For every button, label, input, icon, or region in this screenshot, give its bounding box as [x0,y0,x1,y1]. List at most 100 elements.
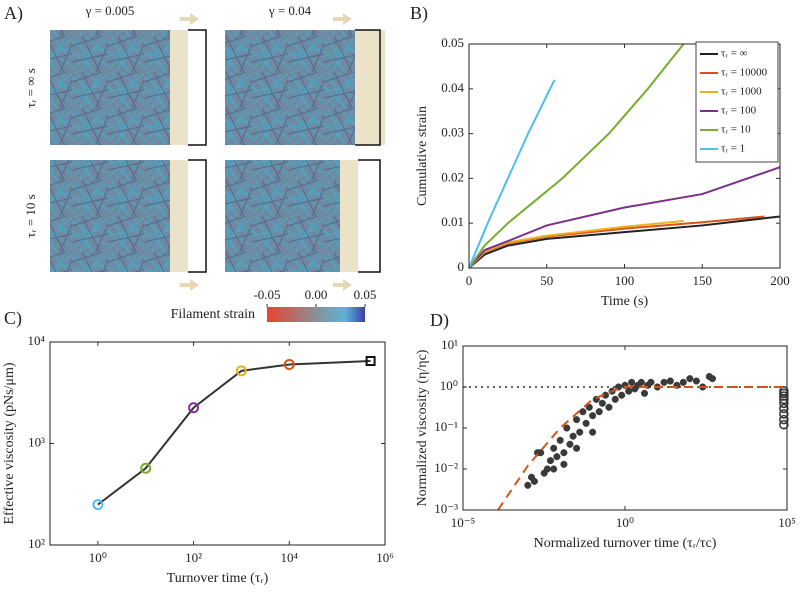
point [579,408,587,416]
point [569,432,577,440]
x-tick-label: 200 [770,273,790,288]
column-label: γ = 0.005 [85,3,135,18]
point [779,409,789,419]
point [605,403,613,411]
colorbar-tick-label: -0.05 [253,287,280,302]
point [679,378,687,386]
point [550,444,558,452]
legend [695,41,779,163]
point [537,449,545,457]
y-tick-label: 0.01 [441,214,464,229]
point [585,403,593,411]
point [779,391,789,401]
series-line [97,359,371,506]
x-axis-label: Turnover time (τᵣ) [167,571,269,586]
legend-label: τᵣ = 10 [721,124,751,136]
point [779,386,789,396]
y-axis-label: Cumulative strain [415,106,430,206]
point [582,419,590,427]
point [543,465,551,473]
snapshot [225,159,381,273]
series-line [468,79,556,269]
point [589,412,597,420]
y-tick-label: 0.03 [441,125,464,140]
colorbar-tick-label: 0.05 [354,287,377,302]
series-line [468,215,781,269]
point [524,481,532,489]
point [660,378,668,386]
point [573,444,581,452]
point [556,436,564,444]
point [550,465,558,473]
colorbar [267,307,365,322]
panel-label: C) [4,308,22,329]
x-tick-label: 10⁰ [616,515,634,530]
point [625,387,633,395]
plot-frame [462,345,788,511]
series-line [468,43,685,269]
legend-label: τᵣ = 10000 [721,67,768,79]
legend-label: τᵣ = 1000 [721,86,762,98]
marker [365,355,376,366]
x-tick-label: 10⁰ [89,550,107,565]
point [560,460,568,468]
point [546,457,554,465]
point [611,395,619,403]
point [560,449,568,457]
snapshot [50,29,207,146]
panel-a: A) γ = 0.005 γ = 0.04 τᵣ = ∞ s τᵣ = 10 s… [4,3,385,322]
row-label: τᵣ = 10 s [23,194,38,237]
series-line [468,166,781,269]
y-tick-label: 10⁰ [440,378,458,393]
point [637,378,645,386]
x-tick-label: 150 [693,273,713,288]
snapshot [50,159,207,273]
y-tick-label: 0.04 [441,80,464,95]
x-tick-label: 10⁶ [376,550,394,565]
point [566,440,574,448]
y-tick-label: 0 [458,259,465,274]
panel-label: B) [410,3,428,24]
shear-arrows [180,13,352,291]
panel-label: A) [4,3,23,24]
x-axis-label: Time (s) [601,294,649,309]
x-tick-label: 100 [615,273,635,288]
point [563,424,571,432]
point [686,375,694,383]
panel-label: D) [430,310,449,331]
y-tick-label: 10⁻¹ [434,419,458,434]
point [779,403,789,414]
legend-label: τᵣ = 100 [721,105,757,117]
point [692,377,700,385]
point [573,416,581,424]
point [628,378,636,386]
y-tick-label: 10⁻³ [434,501,458,516]
x-axis-label: Normalized turnover time (τᵣ/τc) [534,536,717,551]
marker [283,359,295,371]
y-tick-label: 10¹ [441,337,458,352]
point [589,428,597,436]
point [598,399,606,407]
row-label: τᵣ = ∞ s [23,68,38,108]
marker [140,462,152,474]
y-tick-label: 10⁴ [27,333,45,348]
series-line [497,386,787,511]
y-tick-label: 0.02 [441,169,464,184]
snapshot [225,29,385,146]
y-tick-label: 10⁻² [434,460,458,475]
point [618,391,626,399]
marker [235,365,247,377]
x-tick-label: 0 [466,273,473,288]
point [553,453,561,461]
point [708,375,716,383]
legend-label: τᵣ = 1 [721,143,745,155]
column-label: γ = 0.04 [268,3,312,18]
x-tick-label: 10⁵ [778,515,796,530]
point [779,414,789,425]
point [640,389,649,397]
y-axis-label: Normalized viscosity (η/ηc) [415,349,430,506]
x-tick-label: 50 [540,273,553,288]
y-tick-label: 0.05 [441,35,464,50]
x-tick-label: 10² [185,550,202,565]
